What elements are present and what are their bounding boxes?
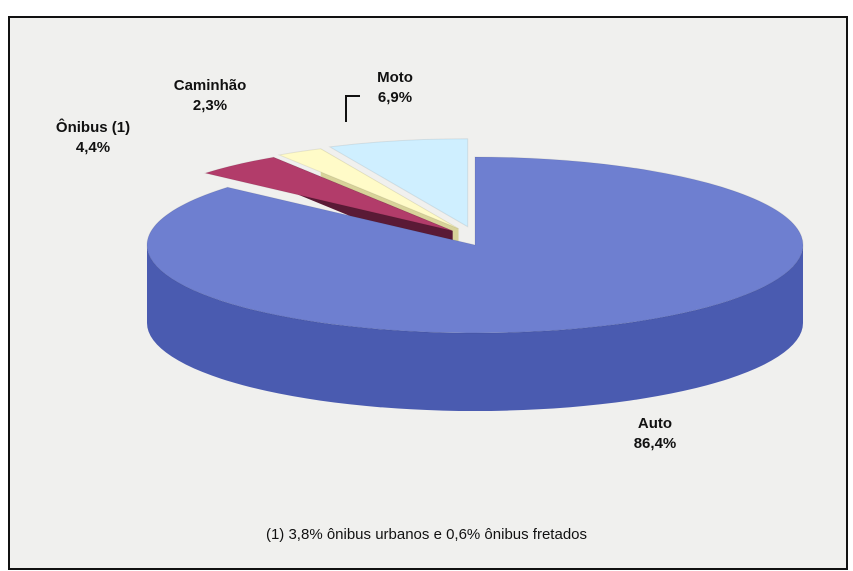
slice-top--nibus-1- [203,156,453,232]
label-moto: Moto 6,9% [345,68,445,108]
slice-side-front-auto [147,245,803,411]
label-auto-name: Auto [637,415,673,432]
label-moto-value: 6,9% [377,89,413,106]
slice-top-caminh-o [277,148,459,230]
label-auto: Auto 86,4% [610,414,700,454]
label-caminhao-value: 2,3% [192,97,228,114]
label-moto-name: Moto [377,69,413,86]
label-caminhao: Caminhão 2,3% [150,76,270,116]
footnote: (1) 3,8% ônibus urbanos e 0,6% ônibus fr… [265,526,588,543]
label-onibus-value: 4,4% [75,139,111,156]
moto-leader-line [345,95,360,122]
label-onibus: Ônibus (1) 4,4% [28,118,158,158]
label-onibus-name: Ônibus (1) [55,119,131,136]
slice-top-moto [328,138,469,228]
label-caminhao-name: Caminhão [173,77,247,94]
slice-top-auto [146,156,804,334]
label-auto-value: 86,4% [633,435,677,452]
